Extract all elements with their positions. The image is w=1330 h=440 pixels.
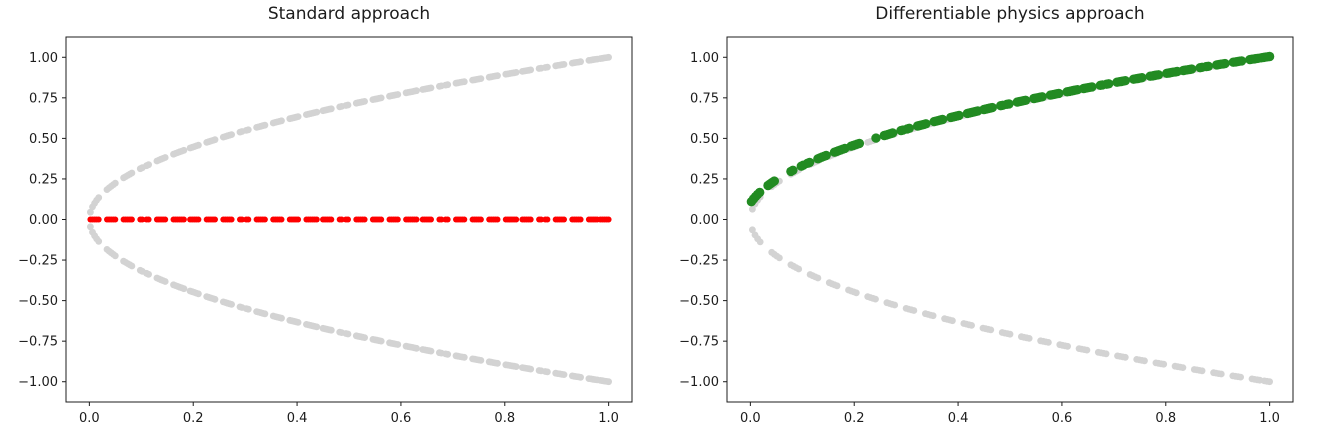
chart-differentiable-physics: 0.0 0.2 0.4 0.6 0.8 1.0 1.00 0.75 0.50 0.25 0.00 −0…: [661, 0, 1330, 440]
x-tick-label-0.0: 0.0: [740, 411, 761, 426]
y-tick-label-1.00: 1.00: [690, 51, 719, 66]
y-tick-label-1.00: 1.00: [29, 51, 58, 66]
x-tick-label-0.6: 0.6: [391, 411, 412, 426]
axes-box: [65, 36, 633, 403]
y-tick-label-0.50: 0.50: [29, 132, 58, 147]
y-tick-label-0.75: 0.75: [29, 91, 58, 106]
x-tick-label-0.4: 0.4: [948, 411, 969, 426]
series-differentiable-physics-nn-prediction: [746, 51, 1275, 207]
x-tick-label-0.2: 0.2: [183, 411, 204, 426]
y-tick-label-0.75: 0.75: [690, 91, 719, 106]
series-reference-solution-lower-branch: [749, 226, 1273, 386]
x-axis-ticks: 0.0 0.2 0.4 0.6 0.8 1.0: [79, 402, 619, 426]
x-tick-label-0.2: 0.2: [844, 411, 865, 426]
y-tick-label-−0.25: −0.25: [679, 254, 719, 269]
y-tick-label-0.00: 0.00: [690, 213, 719, 228]
y-tick-label-0.50: 0.50: [690, 132, 719, 147]
y-tick-label-−1.00: −1.00: [679, 375, 719, 390]
x-tick-label-1.0: 1.0: [598, 411, 619, 426]
series-reference-solution-upper-branch: [87, 53, 612, 216]
x-tick-label-0.8: 0.8: [494, 411, 515, 426]
x-tick-label-1.0: 1.0: [1259, 411, 1280, 426]
x-tick-label-0.0: 0.0: [79, 411, 100, 426]
y-tick-label-0.25: 0.25: [29, 172, 58, 187]
x-tick-label-0.8: 0.8: [1155, 411, 1176, 426]
plot-area-differentiable: 0.0 0.2 0.4 0.6 0.8 1.0 1.00 0.75 0.50 0.25 0.00 −0…: [679, 36, 1294, 426]
y-tick-label-−0.50: −0.50: [679, 294, 719, 309]
x-axis-ticks: 0.0 0.2 0.4 0.6 0.8 1.0: [740, 402, 1280, 426]
x-tick-label-0.4: 0.4: [287, 411, 308, 426]
series-reference-solution-upper-branch: [749, 53, 1273, 213]
y-tick-label-−1.00: −1.00: [18, 375, 58, 390]
y-tick-label-−0.75: −0.75: [18, 335, 58, 350]
chart-title-standard: Standard approach: [267, 4, 431, 24]
series-reference-solution-lower-branch: [87, 223, 612, 386]
series-supervised-nn-prediction-collapsed-to-zero: [87, 216, 612, 223]
y-axis-ticks: 1.00 0.75 0.50 0.25 0.00 −0.25 −0.50 −0.75 −1.00: [18, 51, 66, 390]
x-tick-label-0.6: 0.6: [1052, 411, 1073, 426]
y-tick-label-−0.75: −0.75: [679, 335, 719, 350]
y-axis-ticks: 1.00 0.75 0.50 0.25 0.00 −0.25 −0.50 −0.75 −1.00: [679, 51, 727, 390]
axes-box: [726, 36, 1294, 403]
plot-area-standard: 0.0 0.2 0.4 0.6 0.8 1.0 1.00 0.75 0.50 0.25 0.00 −0…: [18, 36, 633, 426]
y-tick-label-−0.50: −0.50: [18, 294, 58, 309]
y-tick-label-0.00: 0.00: [29, 213, 58, 228]
y-tick-label-−0.25: −0.25: [18, 254, 58, 269]
chart-standard-approach: 0.0 0.2 0.4 0.6 0.8 1.0 1.00 0.75 0.50 0.25 0.00 −0…: [18, 4, 633, 426]
y-tick-label-0.25: 0.25: [690, 172, 719, 187]
chart-title-differentiable: Differentiable physics approach: [875, 4, 1145, 24]
